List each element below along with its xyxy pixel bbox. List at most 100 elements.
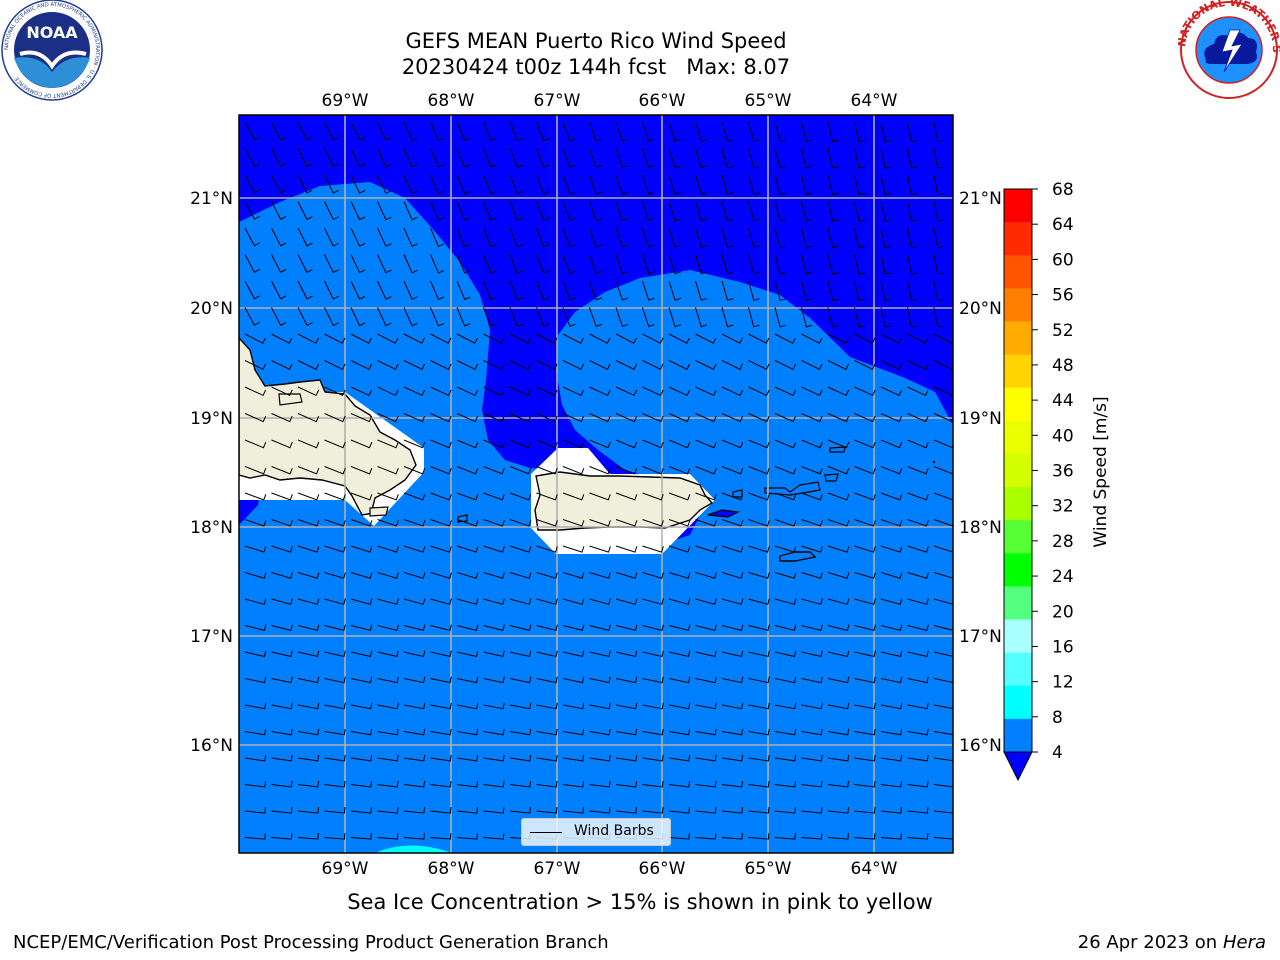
wind-barb <box>271 728 293 736</box>
wind-barb <box>695 519 717 527</box>
lon-tick-top: 64°W <box>851 91 898 111</box>
wind-barb <box>933 572 953 579</box>
land-anegada <box>829 446 846 453</box>
wind-barb <box>562 307 576 327</box>
wind-barb <box>827 254 839 275</box>
wind-barb <box>456 360 479 370</box>
wind-barb <box>933 731 953 736</box>
wind-barb <box>350 280 366 300</box>
wind-barb <box>721 466 744 475</box>
wind-barb <box>456 254 471 274</box>
wind-barb <box>907 174 918 196</box>
lat-ticks-left: 21°N 20°N 19°N 18°N 17°N 16°N <box>190 189 233 756</box>
wind-barb <box>615 519 638 527</box>
wind-barb <box>536 280 550 301</box>
wind-barb <box>695 545 717 553</box>
wind-barb <box>774 466 797 475</box>
wind-barb <box>244 572 267 579</box>
wind-barb <box>430 624 452 632</box>
wind-barb <box>509 728 532 736</box>
wind-barb <box>668 413 691 423</box>
wind-barb <box>721 227 734 248</box>
wind-barb <box>801 728 823 736</box>
wind-barb <box>350 413 373 423</box>
wind-barb <box>880 201 892 222</box>
wind-barb <box>907 754 929 762</box>
wind-barb <box>430 702 452 710</box>
wind-barb <box>801 280 813 302</box>
wind-barb <box>483 519 505 527</box>
wind-barb <box>456 174 471 195</box>
wind-barb <box>589 307 602 328</box>
wind-barb <box>668 280 681 301</box>
wind-barb <box>536 676 558 684</box>
wind-barb <box>933 757 953 762</box>
wind-barb <box>827 702 850 710</box>
colorbar-tick-label: 52 <box>1052 321 1074 341</box>
wind-barb <box>721 254 734 275</box>
wind-barb <box>271 545 293 553</box>
wind-barb <box>748 650 770 658</box>
wind-barb <box>827 807 849 814</box>
wind-barb <box>642 598 664 605</box>
wind-barb <box>774 439 797 449</box>
wind-barb <box>562 807 584 814</box>
wind-barb <box>324 833 346 840</box>
wind-barb <box>536 254 550 274</box>
wind-barb <box>748 201 760 222</box>
wind-barb <box>430 360 452 370</box>
colorbar-segment <box>1004 321 1032 356</box>
wind-barb <box>827 121 839 143</box>
wind-barb <box>642 386 664 397</box>
wind-barb <box>377 466 399 475</box>
lon-tick-bottom: 67°W <box>534 859 581 879</box>
wind-barb <box>854 386 876 397</box>
wind-barb <box>377 702 399 710</box>
wind-barb <box>456 307 471 327</box>
wind-barb <box>907 492 929 501</box>
wind-barb <box>907 807 929 814</box>
wind-barb <box>271 121 287 141</box>
wind-barb <box>430 728 452 736</box>
wind-barb <box>668 227 681 248</box>
wind-barb <box>642 650 664 658</box>
wind-barb <box>324 598 346 605</box>
wind-barb <box>430 174 445 195</box>
wind-barb <box>933 598 953 605</box>
wind-barb <box>536 780 558 788</box>
wind-barb <box>244 545 267 553</box>
wind-barb <box>748 676 770 684</box>
wind-barb <box>827 439 850 449</box>
wind-barb <box>430 492 452 501</box>
wind-barb <box>907 833 929 840</box>
lat-tick-left: 17°N <box>190 627 233 647</box>
wind-barb <box>695 307 708 328</box>
wind-barb <box>456 833 478 840</box>
wind-barb <box>297 807 319 814</box>
wind-barb <box>297 254 313 274</box>
wind-barb <box>748 519 770 527</box>
wind-barb <box>324 121 339 141</box>
wind-barb <box>748 413 770 423</box>
wind-barb <box>695 807 717 814</box>
wind-barb <box>536 307 550 327</box>
wind-barb <box>854 360 876 370</box>
lat-tick-left: 18°N <box>190 518 233 538</box>
wind-barb <box>615 624 638 632</box>
wind-barb <box>668 121 681 142</box>
lat-tick-right: 20°N <box>959 299 1002 319</box>
wind-barb <box>774 754 797 762</box>
wind-barb <box>297 519 320 527</box>
wind-barb <box>403 702 426 710</box>
wind-barb <box>324 754 346 762</box>
wind-barb <box>297 360 320 370</box>
wind-barb <box>456 650 479 658</box>
wind-barb <box>774 728 797 736</box>
wind-barb <box>536 174 550 195</box>
wind-barb <box>721 360 744 370</box>
wind-barb <box>297 754 320 762</box>
wind-barb <box>880 227 892 249</box>
wind-barb <box>244 307 260 326</box>
wind-barb <box>271 807 293 814</box>
